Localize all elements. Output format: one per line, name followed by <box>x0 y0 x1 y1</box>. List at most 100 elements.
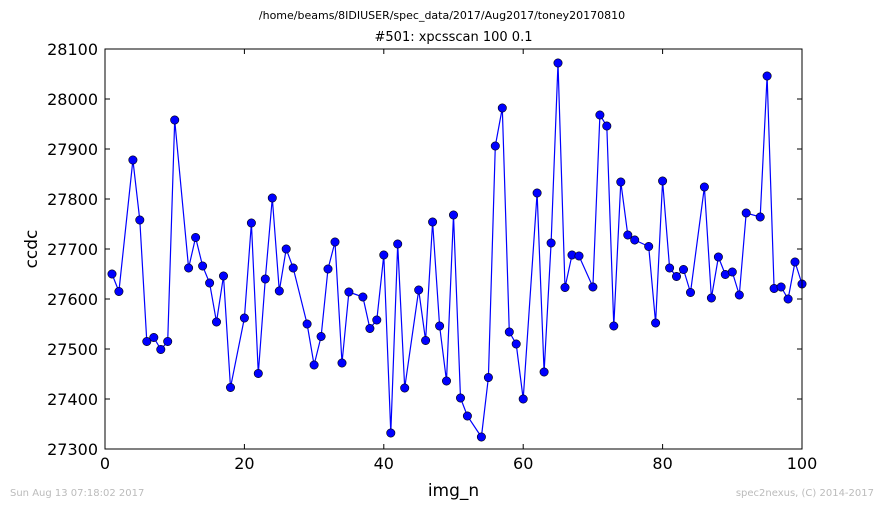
data-point <box>226 382 236 392</box>
data-point <box>448 210 458 220</box>
data-point <box>616 177 626 187</box>
footer-credit: spec2nexus, (C) 2014-2017 <box>735 488 874 499</box>
y-tick-label: 27300 <box>47 440 98 459</box>
data-point <box>455 393 465 403</box>
data-point <box>734 290 744 300</box>
data-point <box>309 360 319 370</box>
data-point <box>435 321 445 331</box>
data-point <box>671 271 681 281</box>
data-point <box>239 313 249 323</box>
data-point <box>184 263 194 273</box>
data-point <box>504 327 514 337</box>
data-point <box>574 251 584 261</box>
x-tick-label: 100 <box>787 454 818 473</box>
data-point <box>699 182 709 192</box>
data-point <box>483 372 493 382</box>
data-point <box>246 218 256 228</box>
data-point <box>372 315 382 325</box>
data-point <box>546 238 556 248</box>
data-point <box>476 432 486 442</box>
data-point <box>651 318 661 328</box>
footer-timestamp: Sun Aug 13 07:18:02 2017 <box>10 488 145 499</box>
data-point <box>497 103 507 113</box>
y-tick-label: 27900 <box>47 140 98 159</box>
data-point <box>421 335 431 345</box>
data-point <box>602 121 612 131</box>
data-point <box>595 110 605 120</box>
data-point <box>685 287 695 297</box>
data-point <box>665 263 675 273</box>
y-tick-label: 27400 <box>47 390 98 409</box>
x-tick-label: 40 <box>374 454 394 473</box>
x-axis-label: img_n <box>428 481 479 501</box>
data-point <box>253 368 263 378</box>
data-point <box>713 252 723 262</box>
data-point <box>365 323 375 333</box>
data-point <box>302 319 312 329</box>
data-point <box>330 237 340 247</box>
y-tick-label: 27600 <box>47 290 98 309</box>
plot-frame <box>104 48 803 450</box>
data-point <box>128 155 138 165</box>
data-point <box>267 193 277 203</box>
data-point <box>741 208 751 218</box>
data-point <box>776 282 786 292</box>
data-point <box>658 176 668 186</box>
data-point <box>379 250 389 260</box>
data-point <box>400 383 410 393</box>
x-tick-label: 80 <box>652 454 672 473</box>
data-point <box>755 212 765 222</box>
x-tick-label: 20 <box>234 454 254 473</box>
y-tick-label: 27500 <box>47 340 98 359</box>
data-point <box>706 293 716 303</box>
data-point <box>588 282 598 292</box>
x-tick-label: 60 <box>513 454 533 473</box>
data-point <box>553 58 563 68</box>
data-point <box>414 285 424 295</box>
data-point <box>337 358 347 368</box>
data-point <box>462 411 472 421</box>
y-tick-label: 28000 <box>47 90 98 109</box>
y-axis-label: ccdc <box>22 230 42 269</box>
data-point <box>727 267 737 277</box>
data-point <box>114 286 124 296</box>
data-point <box>790 257 800 267</box>
data-point <box>323 264 333 274</box>
data-point <box>560 282 570 292</box>
data-point <box>644 242 654 252</box>
data-point <box>163 336 173 346</box>
data-point <box>316 331 326 341</box>
data-point <box>344 287 354 297</box>
data-point <box>198 261 208 271</box>
data-point <box>490 141 500 151</box>
data-point <box>609 321 619 331</box>
data-point <box>288 263 298 273</box>
file-path-title: /home/beams/8IDIUSER/spec_data/2017/Aug2… <box>258 9 626 22</box>
data-point <box>358 292 368 302</box>
data-point <box>511 339 521 349</box>
scan-title: #501: xpcsscan 100 0.1 <box>374 30 533 45</box>
x-tick-label: 0 <box>100 454 110 473</box>
data-point <box>219 271 229 281</box>
data-point <box>156 344 166 354</box>
data-point <box>281 244 291 254</box>
data-point <box>518 394 528 404</box>
data-point <box>532 188 542 198</box>
data-point <box>274 286 284 296</box>
data-point <box>149 332 159 342</box>
series-line <box>111 62 803 439</box>
data-point <box>783 294 793 304</box>
data-point <box>539 367 549 377</box>
data-point <box>428 217 438 227</box>
y-tick-label: 27800 <box>47 190 98 209</box>
y-tick-label: 28100 <box>47 40 98 59</box>
data-point <box>205 278 215 288</box>
data-point <box>623 230 633 240</box>
data-point <box>441 376 451 386</box>
data-point <box>260 274 270 284</box>
y-tick-label: 27700 <box>47 240 98 259</box>
data-point <box>212 317 222 327</box>
data-point <box>135 215 145 225</box>
data-point <box>170 115 180 125</box>
